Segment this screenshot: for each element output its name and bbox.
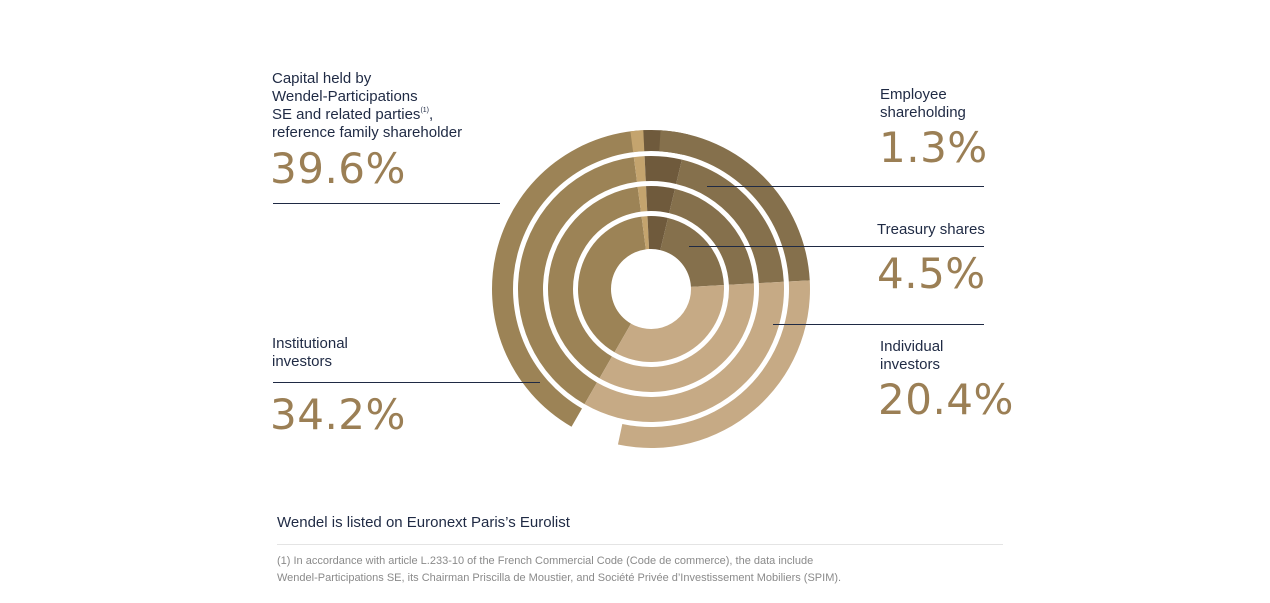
value-institutional: 34.2% bbox=[270, 390, 406, 439]
value-wendel: 39.6% bbox=[270, 144, 406, 193]
label-institutional-line-2: investors bbox=[272, 353, 333, 370]
value-treasury: 4.5% bbox=[877, 249, 986, 298]
ring-4-segment-wendel bbox=[492, 130, 653, 427]
label-wendel-line-3: SE and related parties(1), bbox=[272, 106, 434, 123]
ring-1-segment-wendel bbox=[577, 216, 646, 353]
ring-gap-2 bbox=[543, 181, 759, 397]
footnote-line-2: Wendel-Participations SE, its Chairman P… bbox=[277, 572, 842, 584]
value-employee: 1.3% bbox=[879, 123, 988, 172]
ring-2-segment-individual bbox=[669, 188, 754, 285]
label-wendel-line-3-text: SE and related parties bbox=[272, 106, 421, 123]
ring-2-segment-wendel bbox=[548, 186, 641, 379]
ring-gap-1 bbox=[573, 211, 729, 367]
label-employee-line-2: shareholding bbox=[880, 104, 966, 121]
label-wendel-line-4: reference family shareholder bbox=[272, 124, 463, 141]
label-wendel-line-2: Wendel-Participations bbox=[272, 88, 418, 105]
label-treasury-line-1: Treasury shares bbox=[877, 221, 985, 238]
ring-4-segment-employee bbox=[630, 130, 645, 153]
ring-3-segment-employee bbox=[633, 156, 646, 182]
divider bbox=[277, 544, 1003, 545]
ring-2-segment-treasury bbox=[646, 186, 675, 214]
ring-3-segment-individual bbox=[676, 159, 784, 284]
label-institutional-line-1: Institutional bbox=[272, 335, 348, 352]
center-hole bbox=[612, 250, 690, 328]
ring-1-segment-individual bbox=[660, 218, 724, 287]
footnote-marker: (1) bbox=[420, 107, 429, 114]
leader-line-employee bbox=[707, 186, 984, 187]
ring-1-segment-treasury bbox=[647, 215, 668, 251]
label-individual: Individual investors bbox=[880, 338, 943, 374]
ring-1-segment-employee bbox=[641, 216, 650, 250]
value-individual: 20.4% bbox=[878, 375, 1014, 424]
leader-line-wendel bbox=[273, 203, 500, 204]
ring-2-segment-institutional bbox=[599, 283, 755, 393]
label-individual-line-1: Individual bbox=[880, 338, 944, 355]
ring-3-segment-institutional bbox=[584, 281, 784, 422]
chart-rings bbox=[492, 129, 810, 449]
ring-2-segment-employee bbox=[637, 186, 648, 212]
label-treasury: Treasury shares bbox=[877, 221, 985, 239]
ring-4-segment-institutional bbox=[617, 280, 810, 449]
label-employee: Employee shareholding bbox=[880, 86, 966, 122]
leader-line-institutional bbox=[273, 382, 540, 383]
label-employee-line-1: Employee bbox=[880, 86, 947, 103]
leader-line-treasury bbox=[689, 246, 984, 247]
ring-gap-3 bbox=[513, 151, 789, 427]
footnote: (1) In accordance with article L.233-10 … bbox=[277, 553, 1037, 587]
footnote-line-1: (1) In accordance with article L.233-10 … bbox=[277, 555, 814, 567]
ring-1-segment-institutional bbox=[614, 285, 724, 362]
ring-3-segment-treasury bbox=[644, 155, 682, 184]
label-wendel-line-1: Capital held by bbox=[272, 70, 372, 87]
label-institutional: Institutional investors bbox=[272, 335, 348, 371]
listing-note: Wendel is listed on Euronext Paris’s Eur… bbox=[277, 514, 570, 531]
ring-3-segment-wendel bbox=[518, 157, 638, 405]
label-individual-line-2: investors bbox=[880, 356, 941, 373]
ring-4-segment-individual bbox=[659, 130, 810, 282]
label-wendel: Capital held by Wendel-Participations SE… bbox=[272, 70, 462, 142]
leader-line-individual bbox=[773, 324, 984, 325]
